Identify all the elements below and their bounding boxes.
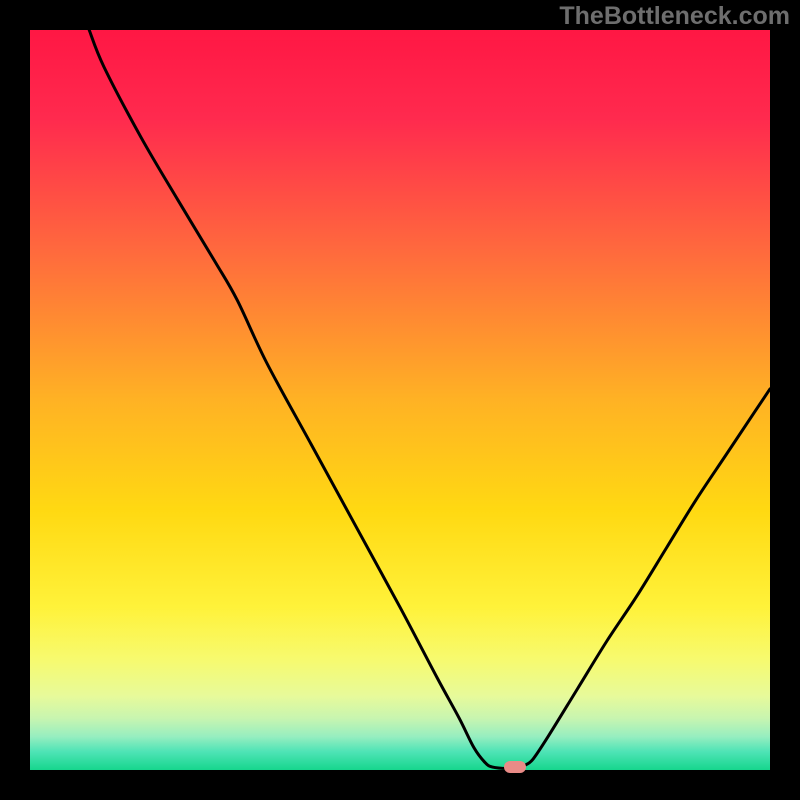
curve-line: [0, 0, 800, 800]
chart-root: { "meta": { "image_size": { "width": 800…: [0, 0, 800, 800]
optimum-marker: [504, 761, 526, 773]
watermark-text: TheBottleneck.com: [559, 2, 790, 31]
